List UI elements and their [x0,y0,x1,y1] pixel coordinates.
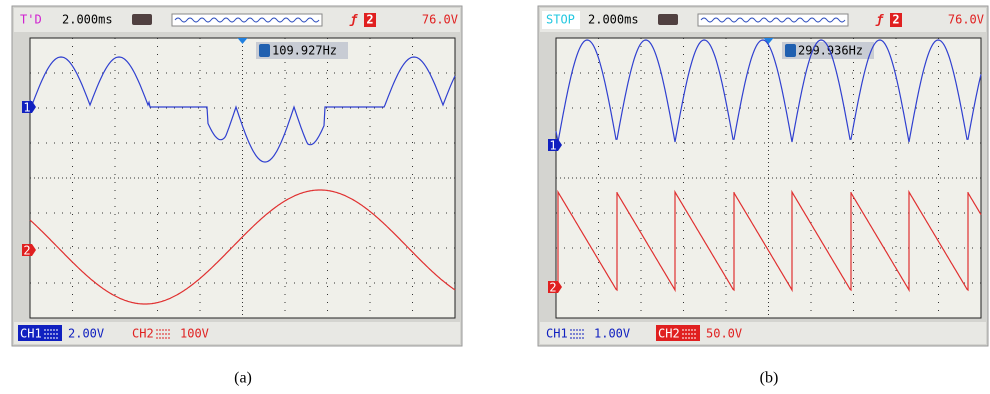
ch2-label: CH2 [658,327,680,341]
caption: (b) [760,370,779,387]
trigger-icon: ƒ [875,13,884,27]
trigger-channel: 2 [892,13,899,27]
ch1-marker: 1 [549,139,556,153]
ch2-label: CH2 [132,327,154,341]
caption: (a) [234,370,252,387]
status: STOP [546,13,575,27]
figure: T'D2.000msƒ276.0V109.927Hz12CH12.00VCH21… [0,0,990,394]
ch2-scale: 100V [180,327,209,341]
ch1-marker: 1 [23,101,30,115]
status: T'D [20,13,42,27]
trigger-level: 76.0V [948,13,984,27]
frequency: 299.936Hz [798,44,863,58]
battery-icon [132,14,152,25]
ch1-label: CH1 [546,327,568,341]
timebase: 2.000ms [62,13,113,27]
frequency-icon [259,44,270,57]
ch2-marker: 2 [23,244,30,258]
frequency: 109.927Hz [272,44,337,58]
ch2-scale: 50.0V [706,327,742,341]
ch1-scale: 1.00V [594,327,630,341]
ch1-label: CH1 [20,327,42,341]
trigger-icon: ƒ [349,13,358,27]
timebase: 2.000ms [588,13,639,27]
frequency-icon [785,44,796,57]
ch2-marker: 2 [549,281,556,295]
ch1-scale: 2.00V [68,327,104,341]
trigger-channel: 2 [366,13,373,27]
trigger-level: 76.0V [422,13,458,27]
battery-icon [658,14,678,25]
